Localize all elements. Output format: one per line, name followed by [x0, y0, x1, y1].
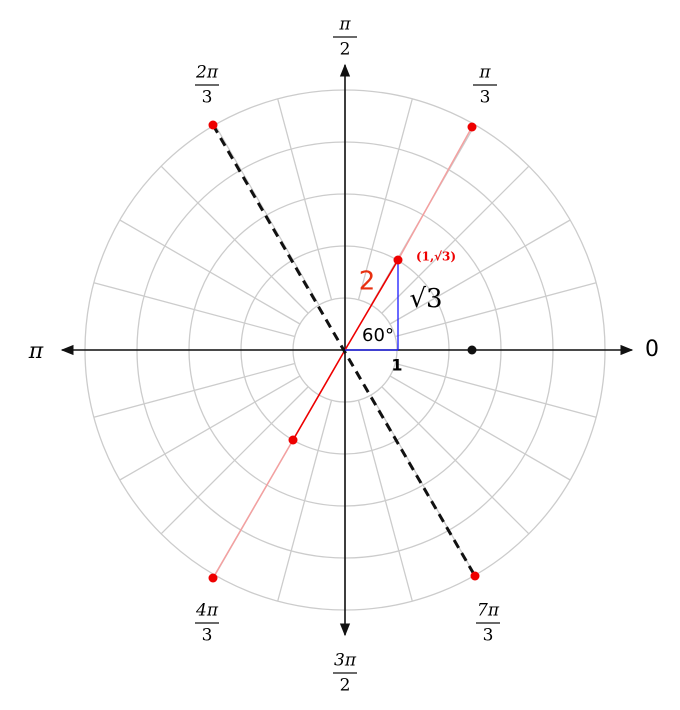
axis-label-right: 0: [645, 337, 659, 362]
grid-spoke: [395, 282, 597, 338]
adjacent-label: 1: [391, 356, 402, 375]
point-label: (1,√3): [416, 250, 456, 264]
fraction-numerator: π: [338, 15, 351, 35]
point: [288, 435, 298, 445]
fraction-numerator: 7π: [477, 601, 500, 621]
point: [208, 573, 218, 583]
grid-spoke: [160, 165, 309, 314]
fraction-denominator: 2: [340, 40, 351, 60]
grid-spoke: [381, 386, 530, 535]
grid-spoke: [389, 219, 571, 325]
grid-spoke: [277, 400, 333, 602]
ray-light: [212, 439, 294, 579]
grid-spoke: [357, 98, 413, 300]
grid-spoke: [370, 394, 476, 576]
grid-spoke: [395, 362, 597, 418]
grid-spoke: [277, 98, 333, 300]
grid-spoke: [119, 375, 301, 481]
grid-spoke: [389, 375, 571, 481]
fraction-denominator: 3: [202, 626, 213, 646]
grid-spoke: [160, 386, 309, 535]
fraction-numerator: 4π: [195, 601, 219, 621]
fraction-numerator: 2π: [195, 63, 219, 83]
grid-spoke: [93, 362, 295, 418]
axis-label-left: π: [28, 339, 44, 364]
grid-spoke: [93, 282, 295, 338]
point: [467, 122, 477, 132]
dashed-line: [211, 124, 477, 577]
ray-light: [397, 126, 473, 261]
point: [467, 345, 477, 355]
opposite-label: √3: [409, 284, 442, 314]
fraction-denominator: 3: [480, 88, 491, 108]
grid-spoke: [119, 219, 301, 325]
point: [393, 255, 403, 265]
fraction-numerator: π: [478, 63, 491, 83]
fraction-numerator: 3π: [334, 651, 357, 671]
ray: [344, 259, 399, 351]
grid-spoke: [214, 124, 320, 306]
fraction-denominator: 3: [202, 88, 213, 108]
point: [470, 571, 480, 581]
grid-spoke: [381, 165, 530, 314]
point: [208, 120, 218, 130]
fraction-denominator: 3: [483, 626, 494, 646]
hypotenuse-label: 2: [359, 267, 376, 297]
fraction-denominator: 2: [340, 676, 351, 696]
ray: [292, 349, 346, 441]
angle-label: 60°: [362, 325, 394, 346]
grid-spoke: [357, 400, 413, 602]
